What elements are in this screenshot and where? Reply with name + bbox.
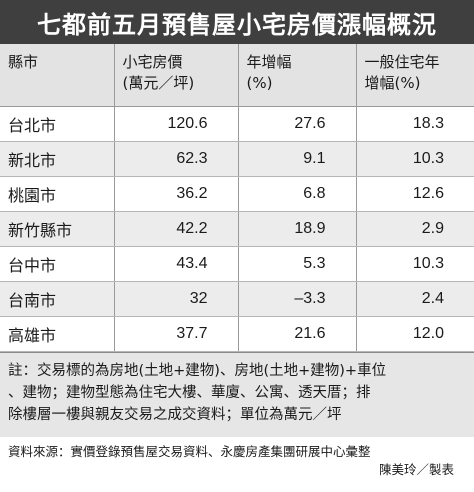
- price-cell: 43.4: [114, 246, 239, 282]
- table-row: 台北市 120.6 27.6 18.3: [0, 106, 474, 142]
- yoy-cell: 27.6: [238, 106, 357, 142]
- table-row: 桃園市 36.2 6.8 12.6: [0, 176, 474, 212]
- footnote-line: 、建物；建物型態為住宅大樓、華廈、公寓、透天厝；排: [8, 384, 371, 401]
- city-cell: 桃園市: [0, 176, 115, 212]
- general-cell: 12.6: [356, 176, 474, 212]
- source-text: 資料來源：實價登錄預售屋交易資料、永慶房產集團研展中心彙整: [8, 443, 371, 459]
- footnote-line: 除樓層一樓與親友交易之成交資料；單位為萬元／坪: [8, 406, 342, 423]
- price-cell: 62.3: [114, 141, 239, 177]
- table-body: 台北市 120.6 27.6 18.3 新北市 62.3 9.1 10.3 桃園…: [0, 106, 474, 352]
- city-cell: 台南市: [0, 281, 115, 317]
- general-cell: 10.3: [356, 246, 474, 282]
- general-cell: 10.3: [356, 141, 474, 177]
- footnote-line: 註：交易標的為房地(土地+建物)、房地(土地+建物)+車位: [8, 362, 387, 379]
- header-price: 小宅房價 (萬元／坪): [114, 44, 239, 107]
- yoy-cell: –3.3: [238, 281, 357, 317]
- table-row: 台中市 43.4 5.3 10.3: [0, 246, 474, 282]
- city-cell: 台北市: [0, 106, 115, 142]
- table-header: 縣市 小宅房價 (萬元／坪) 年增幅 (%) 一般住宅年 增幅(%): [0, 44, 474, 107]
- header-city: 縣市: [0, 44, 115, 107]
- header-general: 一般住宅年 增幅(%): [356, 44, 474, 107]
- price-cell: 42.2: [114, 211, 239, 247]
- price-table: 縣市 小宅房價 (萬元／坪) 年增幅 (%) 一般住宅年 增幅(%) 台北市: [0, 44, 474, 352]
- yoy-cell: 21.6: [238, 316, 357, 352]
- price-cell: 32: [114, 281, 239, 317]
- city-cell: 新竹縣市: [0, 211, 115, 247]
- price-cell: 36.2: [114, 176, 239, 212]
- general-cell: 2.4: [356, 281, 474, 317]
- yoy-cell: 6.8: [238, 176, 357, 212]
- table-row: 高雄市 37.7 21.6 12.0: [0, 316, 474, 352]
- yoy-cell: 9.1: [238, 141, 357, 177]
- yoy-cell: 5.3: [238, 246, 357, 282]
- general-cell: 12.0: [356, 316, 474, 352]
- page-title: 七都前五月預售屋小宅房價漲幅概況: [0, 0, 474, 44]
- header-yoy: 年增幅 (%): [238, 44, 357, 107]
- table-row: 台南市 32 –3.3 2.4: [0, 281, 474, 317]
- general-cell: 18.3: [356, 106, 474, 142]
- yoy-cell: 18.9: [238, 211, 357, 247]
- city-cell: 台中市: [0, 246, 115, 282]
- table-row: 新竹縣市 42.2 18.9 2.9: [0, 211, 474, 247]
- table-row: 新北市 62.3 9.1 10.3: [0, 141, 474, 177]
- price-cell: 37.7: [114, 316, 239, 352]
- price-cell: 120.6: [114, 106, 239, 142]
- general-cell: 2.9: [356, 211, 474, 247]
- city-cell: 新北市: [0, 141, 115, 177]
- footnote: 註：交易標的為房地(土地+建物)、房地(土地+建物)+車位 、建物；建物型態為住…: [0, 351, 474, 437]
- credit-text: 陳美玲／製表: [378, 461, 454, 477]
- city-cell: 高雄市: [0, 316, 115, 352]
- source-block: 資料來源：實價登錄預售屋交易資料、永慶房產集團研展中心彙整 陳美玲／製表: [0, 437, 474, 479]
